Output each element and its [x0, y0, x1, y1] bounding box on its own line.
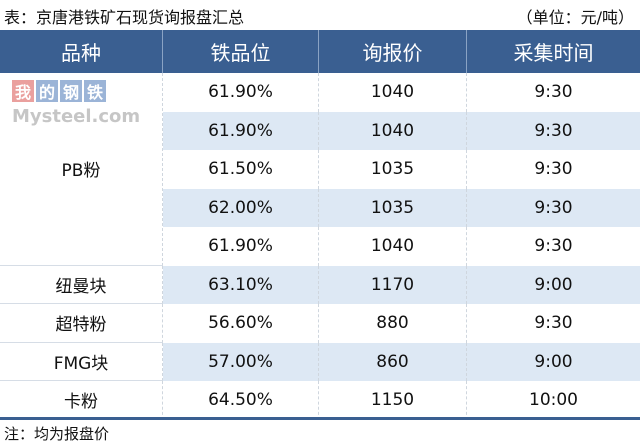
time-cell: 9:30: [534, 82, 573, 103]
time-cell: 10:00: [529, 390, 578, 411]
grade-cell: 56.60%: [163, 304, 319, 343]
price-cell: 1040: [319, 73, 467, 112]
grade-cell: 61.90%: [163, 227, 319, 266]
price-cell: 1035: [319, 150, 467, 189]
header-time: 采集时间: [467, 30, 640, 73]
time-cell: 9:30: [534, 313, 573, 334]
time-cell: 9:30: [534, 159, 573, 180]
product-cell: 超特粉: [0, 304, 163, 343]
watermark-char: 我: [12, 80, 34, 102]
product-cell: 卡粉: [0, 381, 163, 420]
header-price: 询报价: [319, 30, 467, 73]
time-cell: 9:00: [467, 265, 640, 304]
table-title: 表：京唐港铁矿石现货询报盘汇总: [4, 8, 245, 27]
price-cell: 1035: [319, 188, 467, 227]
watermark-text: Mysteel.com: [12, 106, 141, 127]
header-grade: 铁品位: [163, 30, 319, 73]
grade-cell: 61.90%: [163, 111, 319, 150]
product-cell: PB粉: [0, 73, 163, 266]
watermark-char: 钢: [60, 80, 82, 102]
price-cell: 880: [319, 304, 467, 343]
grade-cell: 57.00%: [163, 342, 319, 381]
grade-cell: 63.10%: [163, 265, 319, 304]
footnote: 注：均为报盘价: [4, 425, 110, 443]
price-cell: 860: [319, 342, 467, 381]
grade-cell: 64.50%: [163, 381, 319, 420]
grade-cell: 61.50%: [163, 150, 319, 189]
grade-cell: 61.90%: [163, 73, 319, 112]
price-cell: 1040: [319, 227, 467, 266]
price-cell: 1170: [319, 265, 467, 304]
time-cell: 9:30: [467, 111, 640, 150]
product-cell: FMG块: [0, 342, 163, 381]
mysteel-watermark: 我 的 钢 铁 Mysteel.com: [12, 80, 157, 136]
watermark-char: 铁: [84, 80, 106, 102]
header-product: 品种: [0, 30, 163, 73]
time-cell: 9:30: [534, 236, 573, 257]
time-cell: 9:30: [467, 188, 640, 227]
price-cell: 1040: [319, 111, 467, 150]
table-bottom-border: [0, 417, 640, 420]
watermark-char: 的: [36, 80, 58, 102]
product-cell: 纽曼块: [0, 265, 163, 304]
unit-label: （单位：元/吨）: [516, 8, 634, 27]
time-cell: 9:00: [467, 342, 640, 381]
price-cell: 1150: [319, 381, 467, 420]
grade-cell: 62.00%: [163, 188, 319, 227]
